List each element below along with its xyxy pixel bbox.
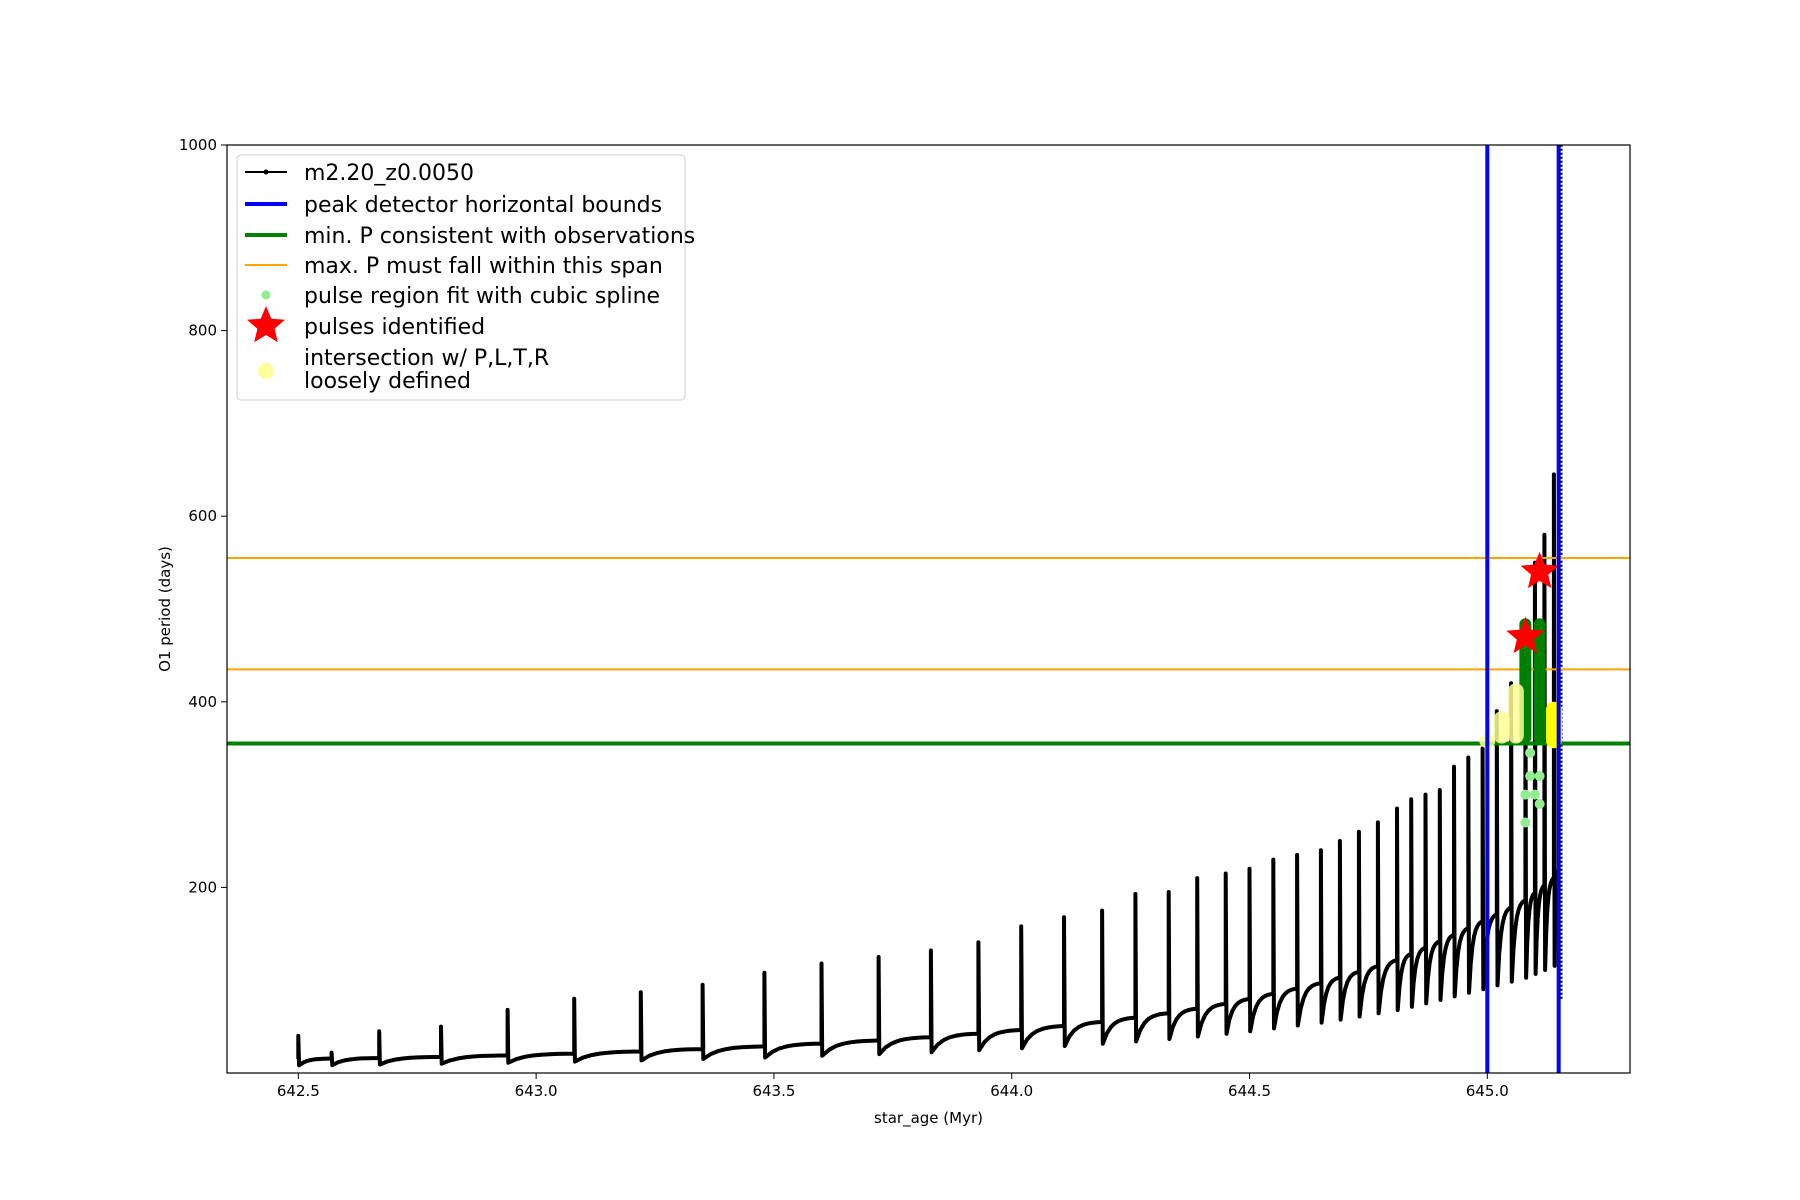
x-tick-label-6: 645.0	[1466, 1082, 1509, 1100]
x-axis-label: star_age (Myr)	[874, 1109, 983, 1128]
legend-box	[236, 154, 686, 401]
legend-label-7-line2: loosely defined	[304, 369, 471, 394]
legend-marker-1	[263, 169, 269, 175]
legend-handle-6	[247, 306, 285, 343]
y-axis-label: O1 period (days)	[156, 546, 174, 672]
y-tick-label-1: 200	[188, 878, 217, 896]
spline-point-1	[1520, 817, 1531, 828]
green-fit-band-2	[1533, 618, 1546, 744]
x-tick-label-5: 644.5	[1228, 1082, 1271, 1100]
yellow-band-3	[1507, 683, 1524, 744]
legend-handle-7	[258, 363, 274, 379]
y-tick-label-4: 800	[188, 322, 217, 340]
legend-label-1: m2.20_z0.0050	[304, 161, 474, 186]
plot-content	[227, 145, 1630, 1073]
pulse-star-2	[1520, 551, 1559, 589]
spline-point-5	[1529, 789, 1540, 800]
legend-label-7: intersection w/ P,L,T,R	[304, 346, 549, 371]
legend-label-6: pulses identified	[304, 315, 485, 340]
series-line-m2.20_z0.0050	[296, 472, 1561, 1068]
y-tick-label-5: 1000	[179, 136, 217, 154]
legend-label-4: max. P must fall within this span	[304, 254, 663, 279]
x-tick-label-4: 644.0	[990, 1082, 1033, 1100]
spline-point-6	[1534, 771, 1545, 782]
axes: 642.5 643.0 643.5 644.0 644.5 645.0 200 400 600 8…	[179, 136, 1631, 1100]
x-tick-label-3: 643.5	[752, 1082, 795, 1100]
legend-label-2: peak detector horizontal bounds	[304, 193, 662, 218]
spline-point-4	[1525, 747, 1536, 758]
x-tick-label-1: 642.5	[277, 1082, 320, 1100]
spline-point-3	[1525, 771, 1536, 782]
yellow-band-2	[1493, 711, 1510, 744]
legend-handle-5	[261, 290, 271, 300]
plot-area	[227, 145, 1630, 1073]
pulse-star-1	[1506, 616, 1545, 653]
spline-point-2	[1520, 789, 1531, 800]
plot-frame	[226, 144, 1631, 1074]
legend-label-5: pulse region fit with cubic spline	[304, 284, 660, 309]
y-tick-label-2: 400	[188, 693, 217, 711]
x-tick-label-2: 643.0	[515, 1082, 558, 1100]
y-tick-label-3: 600	[188, 507, 217, 525]
spline-point-7	[1534, 798, 1545, 809]
legend-label-3: min. P consistent with observations	[304, 224, 695, 249]
